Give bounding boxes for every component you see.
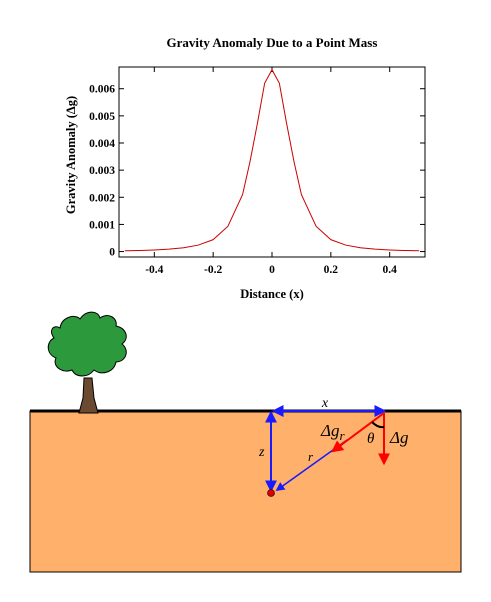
- plot-frame: [118, 66, 426, 258]
- x-axis-label: Distance (x): [240, 287, 304, 301]
- series-line-gravity-anomaly: [124, 68, 420, 252]
- y-axis-ticks: 0 0.001 0.002 0.003 0.004 0.005 0.006: [89, 84, 425, 259]
- y-tick-label: 0.002: [89, 192, 115, 204]
- label-delta-g-r-subscript: r: [339, 428, 345, 443]
- x-tick-label: 0: [269, 264, 275, 276]
- label-z: z: [258, 445, 265, 460]
- y-tick-label: 0.005: [89, 111, 115, 123]
- label-delta-g-r: Δgr: [320, 421, 345, 443]
- point-mass-diagram: x z r Δgr θ Δg: [29, 311, 462, 573]
- tree: [47, 311, 127, 414]
- chart-title: Gravity Anomaly Due to a Point Mass: [167, 35, 378, 50]
- label-delta-g-r-main: Δg: [320, 421, 339, 440]
- x-tick-label: 0.4: [383, 264, 398, 276]
- gravity-anomaly-chart: Gravity Anomaly Due to a Point Mass -0.4…: [64, 35, 426, 301]
- x-axis-ticks: -0.4 -0.2 0 0.2 0.4: [145, 67, 397, 276]
- ground-subsurface: [29, 410, 462, 573]
- point-mass: [267, 489, 275, 497]
- y-tick-label: 0.006: [89, 84, 115, 96]
- y-tick-label: 0.003: [89, 165, 115, 177]
- label-delta-g: Δg: [389, 428, 408, 447]
- y-tick-label: 0.001: [89, 219, 115, 231]
- tree-trunk: [78, 377, 99, 414]
- x-tick-label: -0.2: [204, 264, 222, 276]
- y-axis-label: Gravity Anomaly (Δg): [64, 96, 78, 214]
- theta-angle-arc: [371, 421, 385, 429]
- delta-g-r-arrow: [331, 412, 385, 453]
- label-x: x: [321, 396, 329, 411]
- label-r: r: [308, 449, 314, 464]
- x-tick-label: 0.2: [324, 264, 339, 276]
- label-theta: θ: [367, 431, 375, 447]
- tree-crown: [47, 311, 127, 377]
- x-tick-label: -0.4: [145, 264, 163, 276]
- y-tick-label: 0: [109, 247, 115, 259]
- y-tick-label: 0.004: [89, 138, 115, 150]
